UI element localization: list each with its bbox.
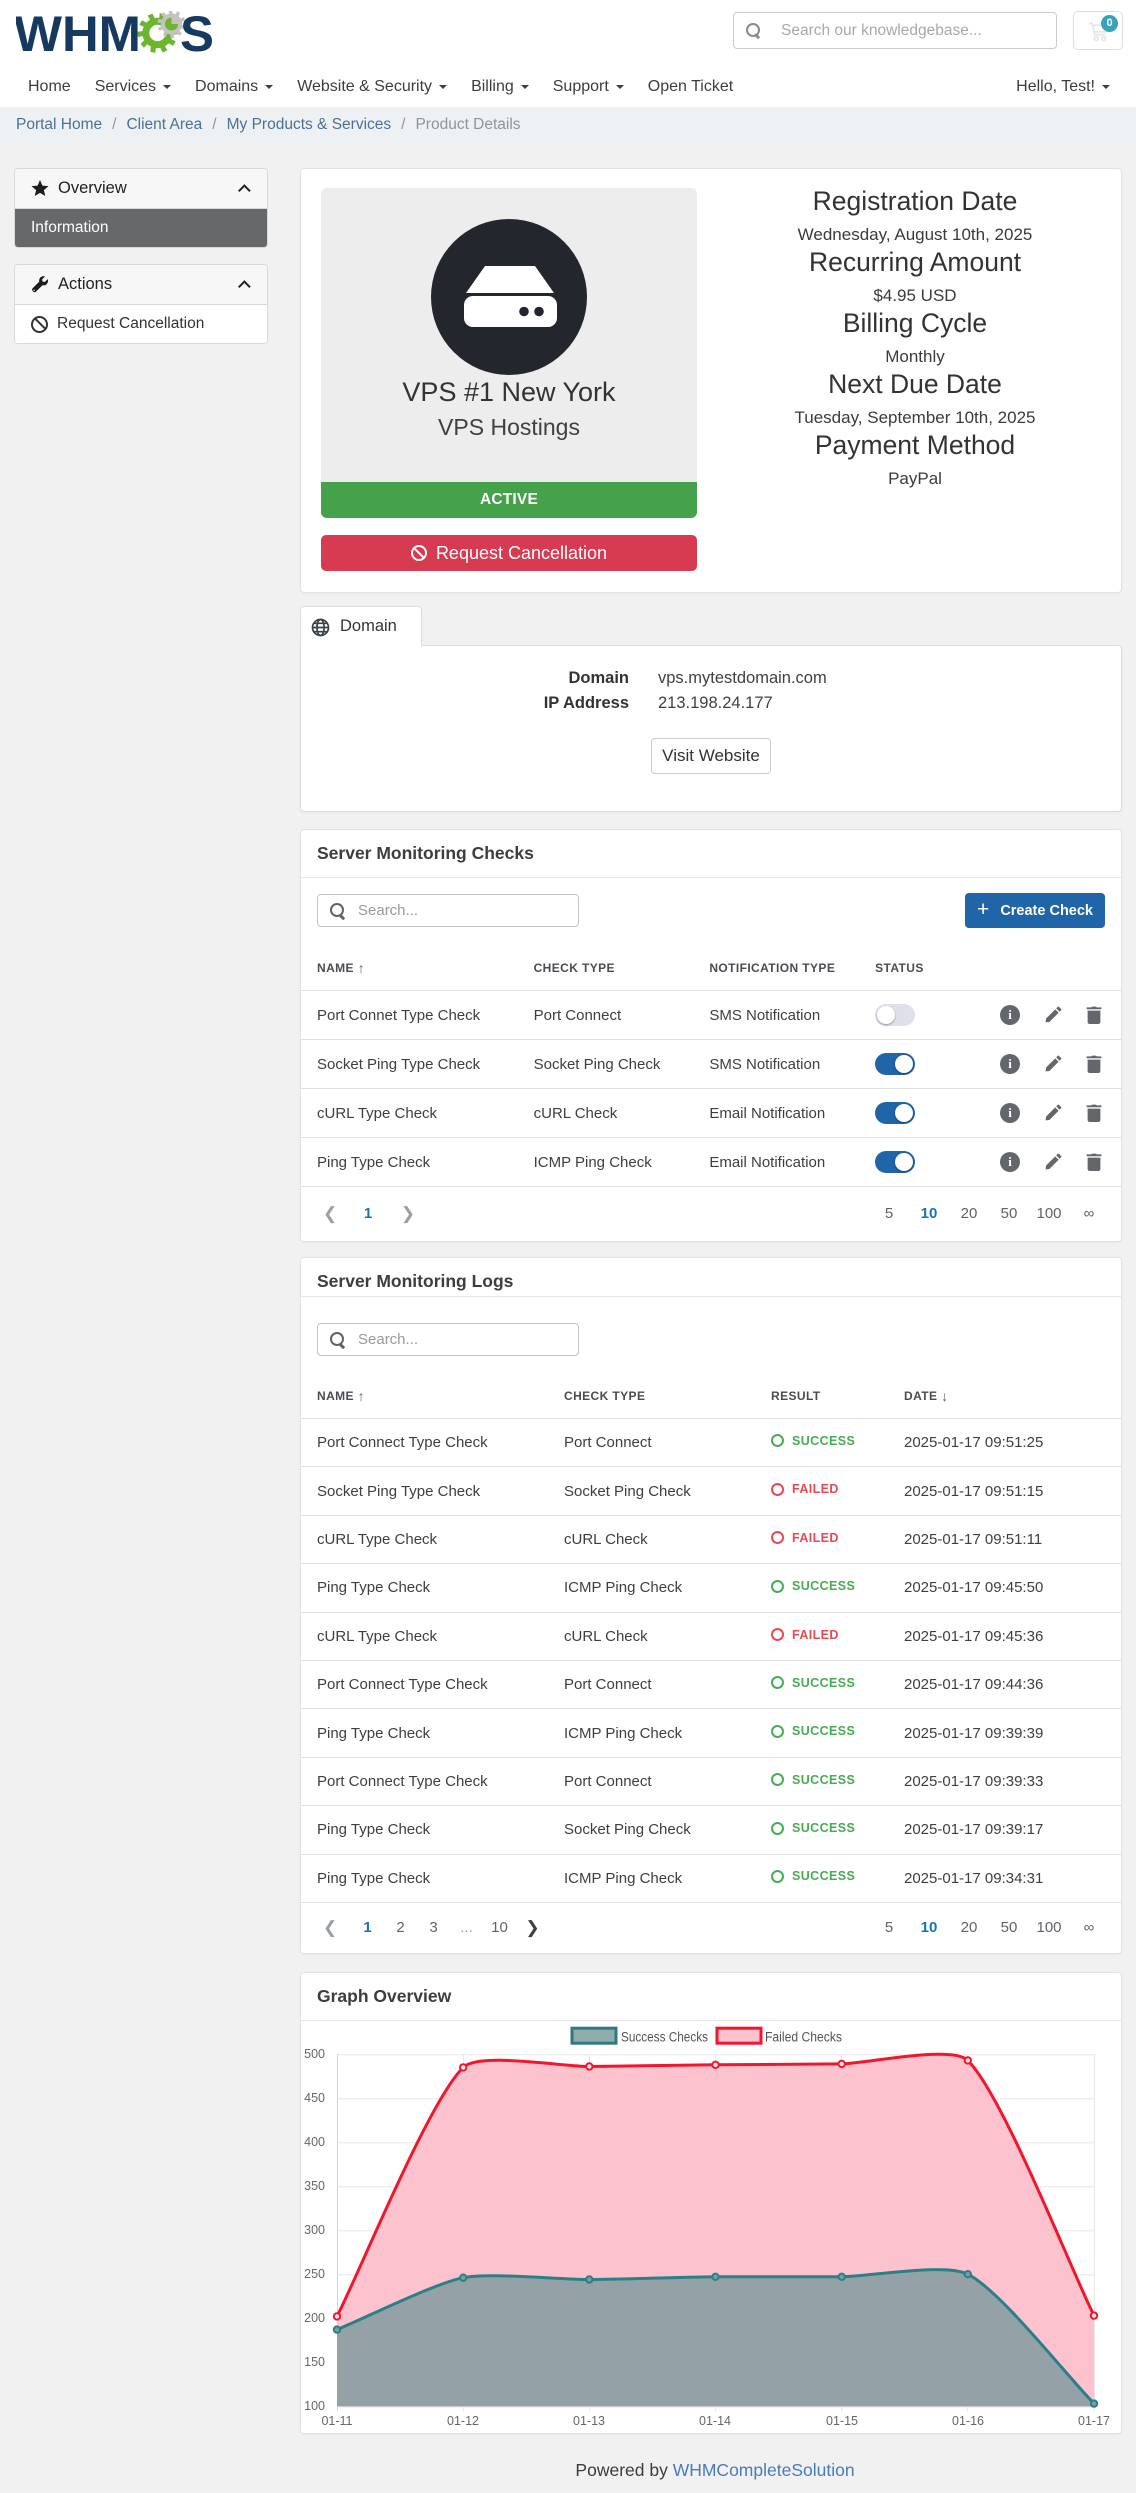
svg-text:01-16: 01-16 [952,2414,984,2428]
svg-text:300: 300 [304,2223,325,2237]
svg-text:WHM: WHM [16,11,141,57]
svg-text:01-11: 01-11 [321,2414,352,2428]
svg-text:01-17: 01-17 [1078,2414,1110,2428]
svg-text:01-13: 01-13 [573,2414,605,2428]
svg-text:400: 400 [304,2135,325,2149]
svg-text:250: 250 [304,2267,325,2281]
svg-text:01-15: 01-15 [826,2414,858,2428]
svg-text:450: 450 [304,2091,325,2105]
svg-text:350: 350 [304,2179,325,2193]
svg-text:Failed Checks: Failed Checks [765,2030,842,2045]
svg-text:Success Checks: Success Checks [621,2030,708,2045]
svg-text:01-12: 01-12 [447,2414,479,2428]
svg-text:200: 200 [304,2311,325,2325]
svg-text:S: S [180,11,214,57]
svg-text:100: 100 [304,2399,325,2413]
svg-text:150: 150 [304,2355,325,2369]
svg-text:500: 500 [304,2047,325,2061]
svg-text:01-14: 01-14 [699,2414,731,2428]
